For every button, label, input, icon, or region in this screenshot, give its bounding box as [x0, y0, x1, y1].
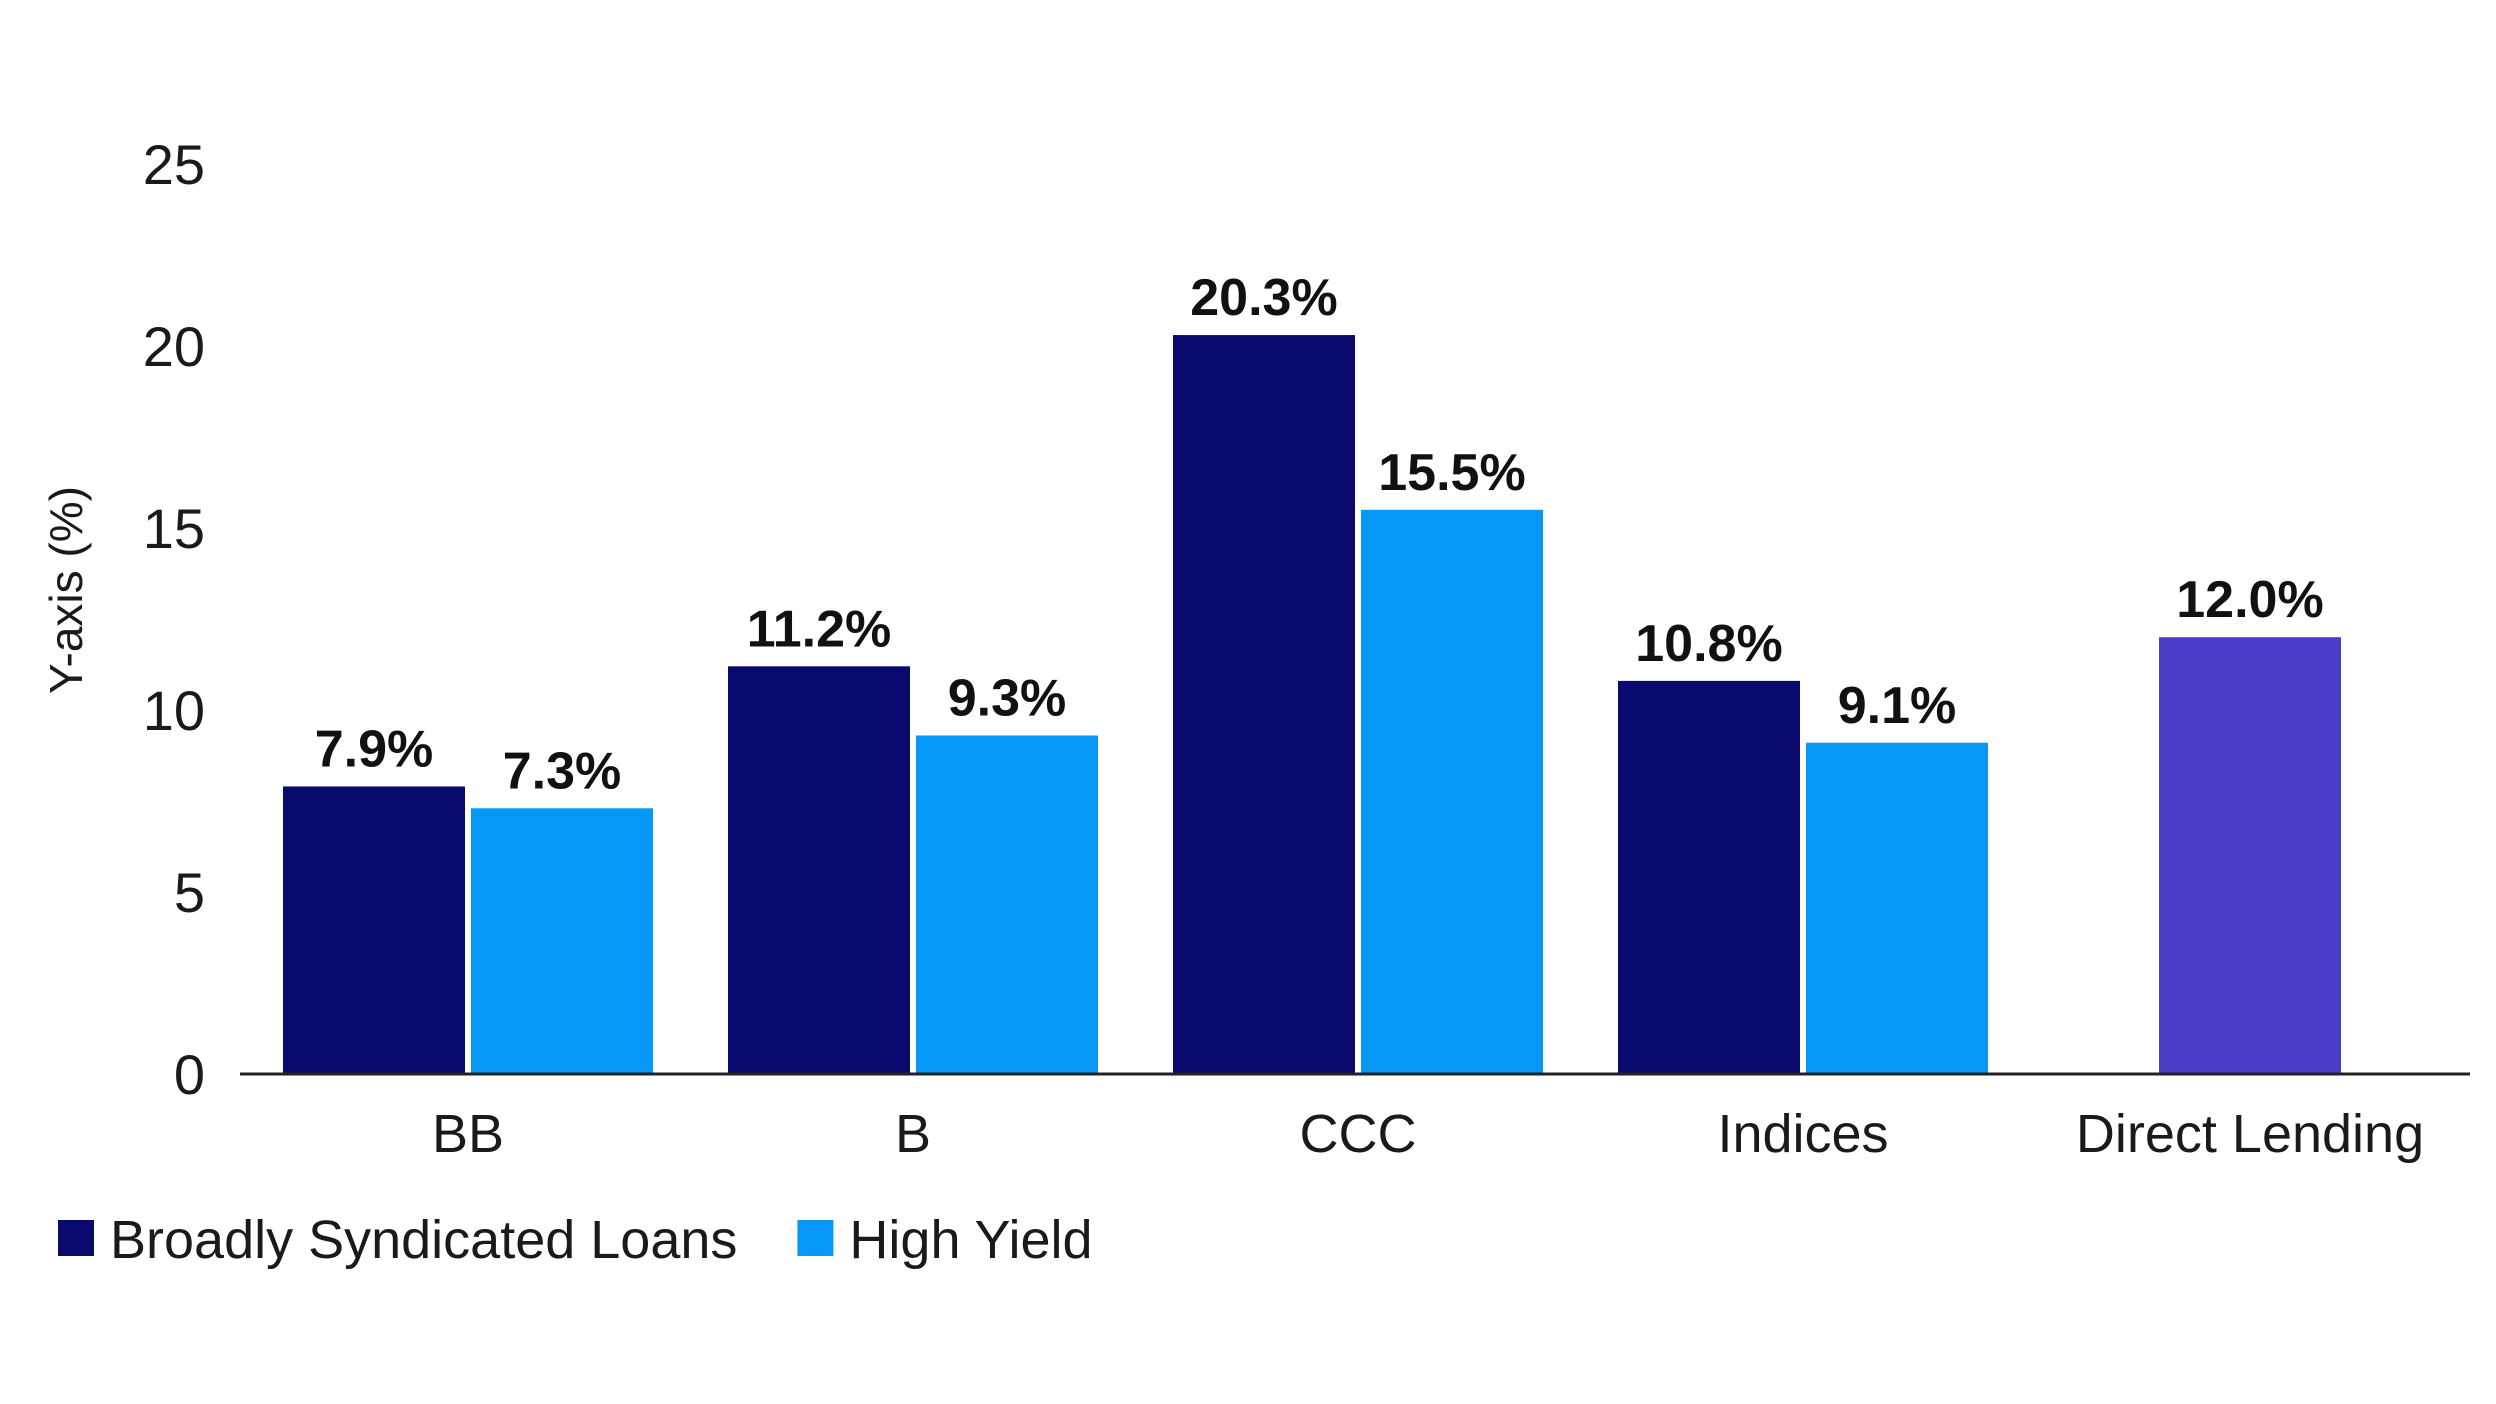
- x-category-label: B: [895, 1104, 931, 1164]
- y-tick-label: 25: [143, 133, 205, 196]
- x-axis-category-labels: BB B CCC Indices Direct Lending: [432, 1104, 2424, 1164]
- data-label: 9.1%: [1838, 677, 1957, 735]
- bar-ccc-broadly-syndicated-loans: [1173, 335, 1355, 1075]
- bar-b-high-yield: [916, 735, 1098, 1074]
- data-label: 7.3%: [503, 742, 622, 800]
- data-label: 20.3%: [1190, 269, 1337, 327]
- x-category-label: CCC: [1300, 1104, 1417, 1164]
- legend: Broadly Syndicated Loans High Yield: [58, 1210, 1093, 1270]
- y-axis-ticks: 0 5 10 15 20 25: [143, 133, 205, 1106]
- data-label: 12.0%: [2176, 571, 2323, 629]
- bar-bb-broadly-syndicated-loans: [283, 786, 465, 1074]
- y-tick-label: 0: [174, 1043, 205, 1106]
- y-tick-label: 15: [143, 497, 205, 560]
- bar-ccc-high-yield: [1361, 509, 1543, 1074]
- legend-label: High Yield: [849, 1210, 1092, 1270]
- data-label: 9.3%: [948, 669, 1067, 727]
- data-label: 10.8%: [1635, 615, 1782, 673]
- bar-b-broadly-syndicated-loans: [728, 666, 910, 1074]
- y-tick-label: 5: [174, 861, 205, 924]
- x-category-label: BB: [432, 1104, 504, 1164]
- bars-group: [283, 335, 2341, 1075]
- legend-swatch: [58, 1220, 94, 1256]
- data-labels-group: 7.9% 7.3% 11.2% 9.3% 20.3% 15.5% 10.8% 9.1% 12.0…: [315, 269, 2324, 800]
- x-category-label: Indices: [1717, 1104, 1888, 1164]
- bar-direct-lending-direct-lending: [2159, 637, 2341, 1074]
- legend-label: Broadly Syndicated Loans: [110, 1210, 737, 1270]
- y-axis-title: Y-axis (%): [40, 486, 92, 694]
- y-tick-label: 20: [143, 315, 205, 378]
- data-label: 7.9%: [315, 720, 434, 778]
- x-category-label: Direct Lending: [2076, 1104, 2424, 1164]
- bar-indices-broadly-syndicated-loans: [1618, 680, 1800, 1074]
- y-tick-label: 10: [143, 679, 205, 742]
- bar-bb-high-yield: [471, 808, 653, 1074]
- data-label: 15.5%: [1378, 444, 1525, 502]
- legend-swatch: [797, 1220, 834, 1256]
- bar-indices-high-yield: [1806, 742, 1988, 1074]
- data-label: 11.2%: [747, 600, 892, 658]
